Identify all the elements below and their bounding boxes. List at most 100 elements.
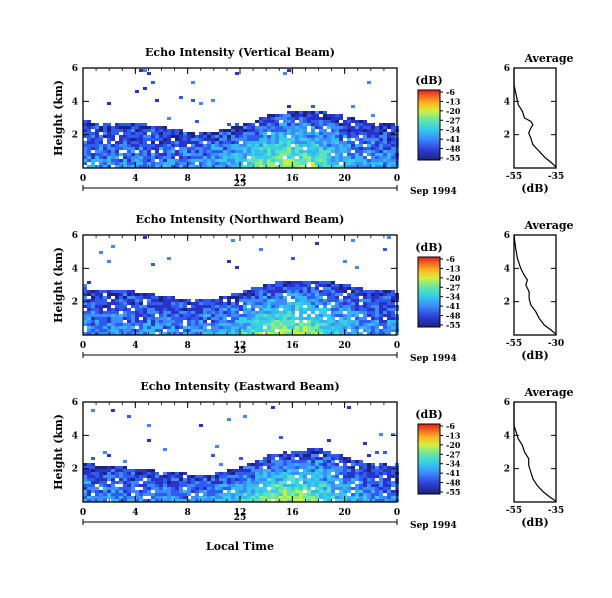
heatmap-cell [291,302,295,305]
heatmap-cell [355,296,359,299]
heatmap-cell [387,159,391,162]
heatmap-cell [167,496,171,499]
heatmap-cell [339,153,343,156]
heatmap-cell [351,481,355,484]
heatmap-cell [95,135,99,138]
heatmap-cell [379,314,383,317]
heatmap-cell [147,475,151,478]
colorbar-tick-label: -27 [446,282,460,292]
heatmap-cell [123,165,127,168]
heatmap-cell [367,487,371,490]
heatmap-cell [351,314,355,317]
heatmap-cell [279,123,283,126]
heatmap-cell [159,299,163,302]
heatmap-cell [287,153,291,156]
heatmap-cell [291,320,295,323]
heatmap-cell [219,463,223,466]
heatmap-cell [187,332,191,335]
heatmap-cell [347,120,351,123]
heatmap-cell [163,165,167,168]
heatmap-cell [303,299,307,302]
heatmap-cell [379,138,383,141]
heatmap-cell [247,123,251,126]
heatmap-cell [115,153,119,156]
heatmap-cell [235,490,239,493]
heatmap-cell [319,150,323,153]
heatmap-cell [375,296,379,299]
heatmap-cell [379,466,383,469]
heatmap-cell [195,156,199,159]
heatmap-cell [139,305,143,308]
heatmap-cell [247,490,251,493]
heatmap-cell [339,150,343,153]
heatmap-cell [239,144,243,147]
heatmap-cell [123,129,127,132]
heatmap-cell [287,114,291,117]
heatmap-cell [115,159,119,162]
heatmap-cell [387,320,391,323]
heatmap-cell [275,475,279,478]
heatmap-cell [139,165,143,168]
heatmap-cell [175,302,179,305]
heatmap-cell [143,236,147,239]
heatmap-cell [167,487,171,490]
heatmap-cell [175,311,179,314]
heatmap-cell [127,475,131,478]
heatmap-cell [291,165,295,168]
heatmap-cell [387,496,391,499]
heatmap-cell [119,147,123,150]
colorbar-tick-label: -6 [446,421,455,431]
heatmap-cell [187,141,191,144]
heatmap-cell [343,150,347,153]
heatmap-cell [183,132,187,135]
heatmap-cell [155,138,159,141]
heatmap-cell [355,302,359,305]
average-xlabel: (dB) [521,516,548,529]
heatmap-cell [391,308,395,311]
heatmap-cell [267,129,271,132]
heatmap-cell [131,469,135,472]
heatmap-cell [115,162,119,165]
heatmap-cell [199,487,203,490]
heatmap-cell [179,165,183,168]
heatmap-cell [255,162,259,165]
heatmap-cell [83,305,87,308]
heatmap-cell [111,308,115,311]
heatmap-cell [311,159,315,162]
heatmap-cell [223,156,227,159]
heatmap-cell [335,320,339,323]
heatmap-cell [339,499,343,502]
heatmap-cell [327,314,331,317]
heatmap-cell [275,326,279,329]
heatmap-cell [159,499,163,502]
heatmap-cell [303,126,307,129]
heatmap-cell [123,493,127,496]
heatmap-cell [139,69,143,72]
heatmap-cell [163,475,167,478]
heatmap-cell [363,129,367,132]
heatmap-cell [263,487,267,490]
heatmap-cell [311,296,315,299]
heatmap-cell [159,129,163,132]
heatmap-cell [315,150,319,153]
heatmap-cell [155,487,159,490]
heatmap-cell [315,457,319,460]
heatmap-cell [211,135,215,138]
heatmap-cell [259,135,263,138]
heatmap-cell [211,311,215,314]
heatmap-cell [299,123,303,126]
heatmap-cell [343,305,347,308]
heatmap-cell [123,126,127,129]
heatmap-cell [307,287,311,290]
heatmap-cell [107,296,111,299]
colorbar-tick-label: -48 [446,478,461,488]
heatmap-cell [235,72,239,75]
heatmap-cell [371,478,375,481]
heatmap-cell [327,457,331,460]
heatmap-cell [119,332,123,335]
heatmap-cell [327,117,331,120]
heatmap-cell [155,478,159,481]
heatmap-cell [363,490,367,493]
heatmap-cell [255,299,259,302]
heatmap-cell [119,326,123,329]
